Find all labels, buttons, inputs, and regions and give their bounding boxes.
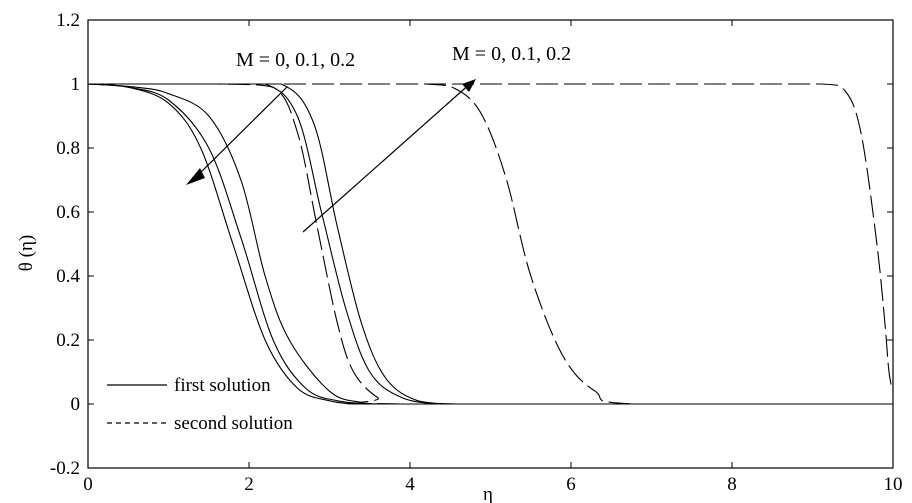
second-solution-curve-5 <box>88 83 893 405</box>
y-tick-label: 1.2 <box>56 10 80 31</box>
y-tick-label: 0.4 <box>56 266 80 287</box>
y-tick-label: 0.8 <box>56 138 80 159</box>
y-tick-label: 0.6 <box>56 202 80 223</box>
annotation-arrows <box>186 79 476 233</box>
legend-label-first: first solution <box>174 375 271 396</box>
arrowhead-first-solution <box>186 168 205 185</box>
annotation-first-solution: M = 0, 0.1, 0.2 <box>236 49 355 71</box>
arrow-second-solution <box>302 81 473 233</box>
x-tick-label: 0 <box>83 474 93 495</box>
y-tick-label: 1 <box>71 74 81 95</box>
plot-border <box>87 19 894 469</box>
y-axis-label: θ (η) <box>16 235 37 271</box>
second-solution-curve-7 <box>88 83 894 392</box>
y-tick-label: -0.2 <box>50 458 80 479</box>
arrow-first-solution <box>192 86 288 181</box>
legend: first solution second solution <box>107 375 293 434</box>
plot-frame <box>87 19 894 469</box>
x-tick-label: 4 <box>405 474 415 495</box>
curves <box>87 83 894 405</box>
second-solution-curve-6 <box>88 83 893 405</box>
annotation-second-solution: M = 0, 0.1, 0.2 <box>452 43 571 65</box>
x-tick-label: 2 <box>244 474 254 495</box>
x-axis-label: η <box>483 484 493 503</box>
x-tick-label: 6 <box>566 474 576 495</box>
legend-label-second: second solution <box>174 413 293 434</box>
y-tick-label: 0 <box>71 394 81 415</box>
y-tick-label: 0.2 <box>56 330 80 351</box>
arrowhead-second-solution <box>462 79 476 92</box>
x-tick-label: 8 <box>727 474 737 495</box>
x-tick-label: 10 <box>884 474 903 495</box>
axis-ticks: 0 2 4 6 8 10-0.200.20.40.60.811.2 <box>50 10 903 495</box>
